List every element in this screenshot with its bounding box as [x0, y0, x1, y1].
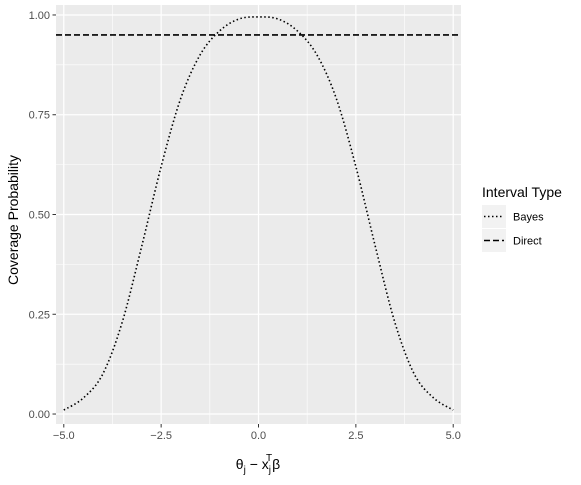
- x-axis-title-theta: θ: [236, 456, 244, 472]
- series-layer: [56, 16, 461, 411]
- y-tick-label: 0.00: [29, 409, 50, 421]
- series-bayes: [63, 16, 454, 411]
- x-axis-title-sub-j: j: [243, 465, 246, 476]
- x-axis-title-sup-T: T: [266, 453, 272, 464]
- x-axis-title: θj − xjTβ: [236, 453, 280, 476]
- x-tick-label: −5.0: [53, 430, 75, 442]
- axis-tick-labels: −5.0 −2.5 0.0 2.5 5.0 0.00 0.25 0.50 0.75 1.00: [29, 10, 461, 442]
- x-tick-label: 0.0: [251, 430, 266, 442]
- x-axis-title-beta: β: [272, 456, 280, 472]
- legend-key-bayes-bg: [482, 205, 506, 228]
- x-tick-label: −2.5: [150, 430, 172, 442]
- legend-label-direct: Direct: [513, 236, 542, 248]
- x-axis-title-minus: −: [246, 456, 262, 472]
- y-tick-label: 1.00: [29, 10, 50, 22]
- x-tick-label: 2.5: [348, 430, 363, 442]
- axis-ticks: [52, 14, 454, 428]
- grid-major: [56, 5, 461, 424]
- x-axis-title-x: x: [262, 456, 269, 472]
- y-tick-label: 0.25: [29, 309, 50, 321]
- legend-label-bayes: Bayes: [513, 212, 544, 224]
- y-axis-title: Coverage Probability: [5, 155, 21, 285]
- legend-title: Interval Type: [482, 184, 562, 200]
- y-tick-label: 0.50: [29, 210, 50, 222]
- x-tick-label: 5.0: [446, 430, 461, 442]
- legend: Interval Type Bayes Direct: [482, 184, 562, 252]
- y-tick-label: 0.75: [29, 110, 50, 122]
- x-axis-title-sub-j2: j: [268, 465, 271, 476]
